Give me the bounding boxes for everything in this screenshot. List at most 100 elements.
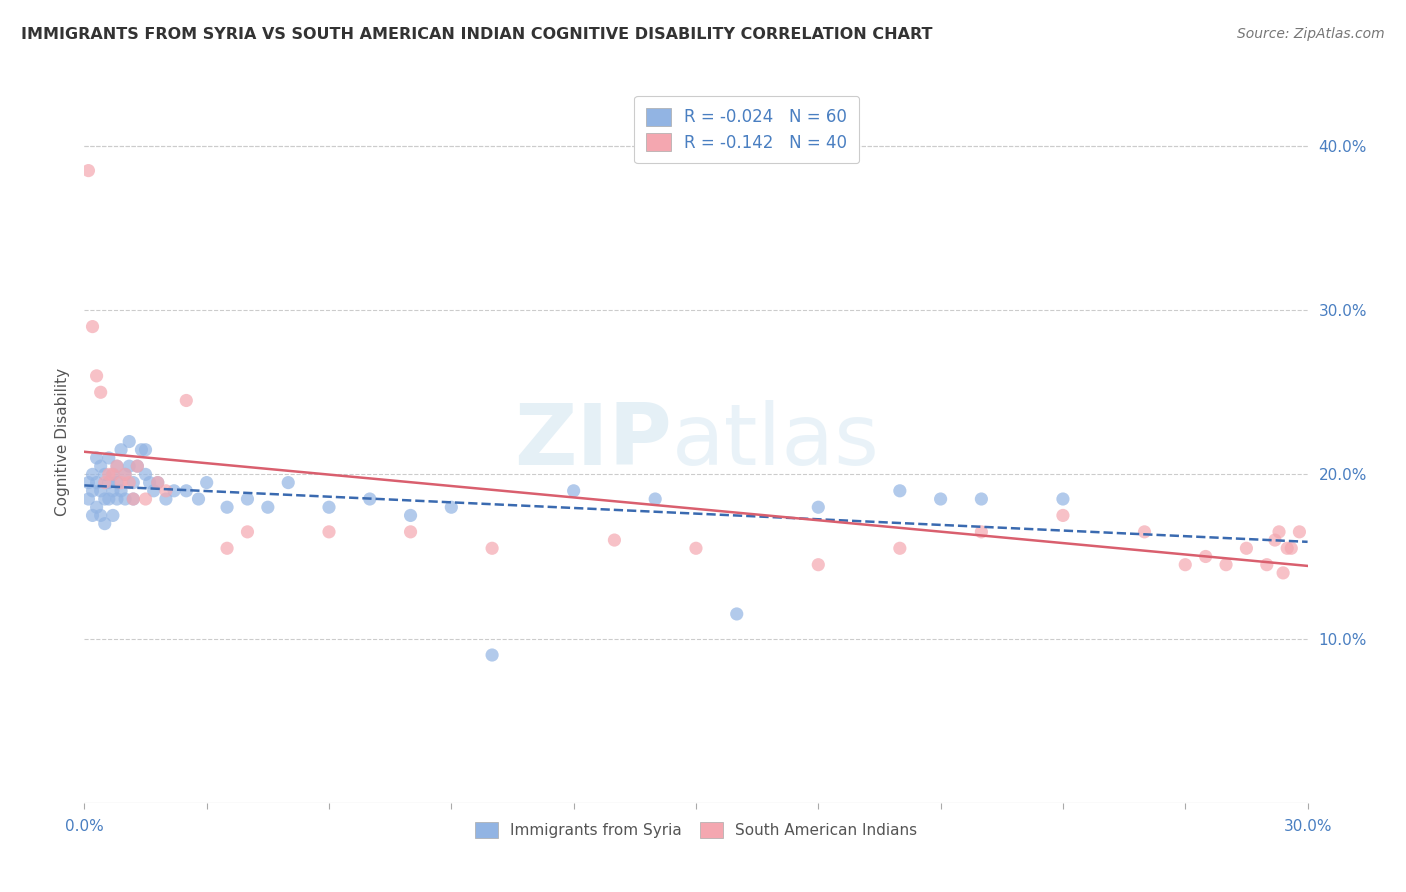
- Point: [110, 483, 132, 498]
- Point: [86, 500, 108, 515]
- Point: [127, 459, 149, 474]
- Point: [131, 442, 153, 457]
- Point: [1268, 524, 1291, 539]
- Point: [90, 483, 112, 498]
- Point: [101, 508, 124, 523]
- Point: [122, 491, 145, 506]
- Point: [195, 475, 218, 490]
- Point: [1272, 566, 1295, 580]
- Point: [118, 475, 141, 490]
- Point: [174, 483, 197, 498]
- Point: [105, 459, 128, 474]
- Point: [105, 475, 128, 490]
- Point: [889, 483, 911, 498]
- Point: [562, 483, 585, 498]
- Point: [217, 541, 239, 556]
- Point: [122, 491, 145, 506]
- Point: [1133, 524, 1156, 539]
- Point: [93, 516, 115, 531]
- Point: [970, 491, 993, 506]
- Point: [146, 475, 169, 490]
- Point: [318, 524, 340, 539]
- Point: [1277, 541, 1299, 556]
- Point: [1288, 524, 1310, 539]
- Point: [97, 491, 120, 506]
- Point: [97, 467, 120, 482]
- Point: [1195, 549, 1218, 564]
- Text: atlas: atlas: [672, 400, 880, 483]
- Point: [277, 475, 299, 490]
- Point: [146, 475, 169, 490]
- Point: [399, 508, 422, 523]
- Point: [122, 475, 145, 490]
- Point: [110, 442, 132, 457]
- Point: [101, 467, 124, 482]
- Point: [90, 459, 112, 474]
- Point: [86, 368, 108, 383]
- Point: [807, 500, 830, 515]
- Point: [236, 524, 259, 539]
- Point: [86, 450, 108, 465]
- Point: [163, 483, 186, 498]
- Point: [93, 475, 115, 490]
- Point: [105, 491, 128, 506]
- Point: [135, 442, 157, 457]
- Point: [114, 467, 136, 482]
- Point: [155, 483, 177, 498]
- Point: [127, 459, 149, 474]
- Point: [725, 607, 748, 621]
- Point: [807, 558, 830, 572]
- Point: [77, 475, 100, 490]
- Point: [77, 163, 100, 178]
- Point: [142, 483, 165, 498]
- Point: [82, 467, 104, 482]
- Point: [399, 524, 422, 539]
- Point: [110, 475, 132, 490]
- Point: [1052, 491, 1074, 506]
- Text: IMMIGRANTS FROM SYRIA VS SOUTH AMERICAN INDIAN COGNITIVE DISABILITY CORRELATION : IMMIGRANTS FROM SYRIA VS SOUTH AMERICAN …: [21, 27, 932, 42]
- Point: [82, 319, 104, 334]
- Point: [603, 533, 626, 547]
- Point: [481, 541, 503, 556]
- Point: [86, 475, 108, 490]
- Point: [1279, 541, 1302, 556]
- Point: [105, 459, 128, 474]
- Text: Source: ZipAtlas.com: Source: ZipAtlas.com: [1237, 27, 1385, 41]
- Point: [318, 500, 340, 515]
- Point: [135, 467, 157, 482]
- Point: [1236, 541, 1258, 556]
- Point: [481, 648, 503, 662]
- Point: [138, 475, 160, 490]
- Point: [970, 524, 993, 539]
- Point: [440, 500, 463, 515]
- Point: [644, 491, 666, 506]
- Point: [217, 500, 239, 515]
- Y-axis label: Cognitive Disability: Cognitive Disability: [55, 368, 70, 516]
- Point: [359, 491, 381, 506]
- Point: [1215, 558, 1237, 572]
- Point: [118, 459, 141, 474]
- Point: [101, 467, 124, 482]
- Legend: Immigrants from Syria, South American Indians: Immigrants from Syria, South American In…: [467, 814, 925, 846]
- Point: [155, 491, 177, 506]
- Point: [236, 491, 259, 506]
- Point: [1264, 533, 1286, 547]
- Point: [1174, 558, 1197, 572]
- Point: [929, 491, 952, 506]
- Point: [90, 508, 112, 523]
- Point: [82, 508, 104, 523]
- Point: [97, 450, 120, 465]
- Point: [1052, 508, 1074, 523]
- Point: [257, 500, 280, 515]
- Point: [77, 491, 100, 506]
- Point: [135, 491, 157, 506]
- Point: [101, 483, 124, 498]
- Point: [187, 491, 209, 506]
- Point: [114, 467, 136, 482]
- Point: [685, 541, 707, 556]
- Point: [118, 434, 141, 449]
- Point: [90, 385, 112, 400]
- Point: [889, 541, 911, 556]
- Point: [97, 475, 120, 490]
- Point: [1256, 558, 1278, 572]
